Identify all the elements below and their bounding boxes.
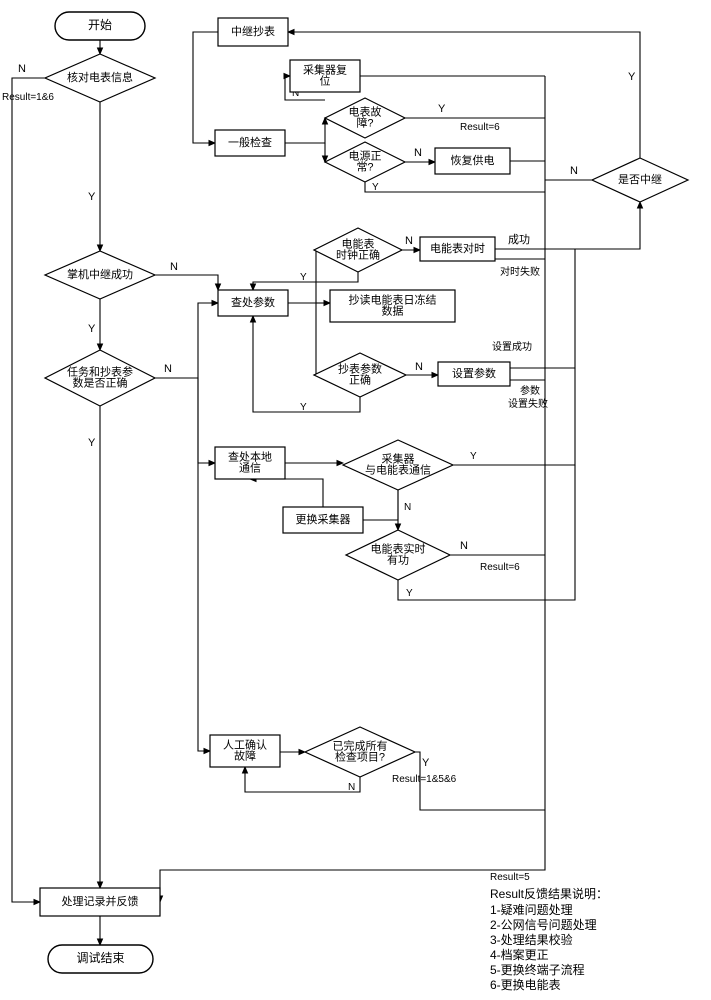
svg-text:设置参数: 设置参数 xyxy=(452,366,496,380)
edge-53 xyxy=(545,202,640,249)
edge-label-50: Y xyxy=(628,71,636,83)
edge-label-45: N xyxy=(348,782,355,793)
svg-text:一般检查: 一般检查 xyxy=(228,135,272,149)
edge-label-20: Y xyxy=(300,402,307,413)
edge-label-15: N xyxy=(405,235,413,247)
svg-text:是否中继: 是否中继 xyxy=(618,173,662,186)
svg-text:电能表实时: 电能表实时 xyxy=(371,541,426,555)
edge-label-36: Y xyxy=(470,451,477,462)
svg-text:电能表: 电能表 xyxy=(342,236,375,250)
svg-text:常?: 常? xyxy=(356,160,373,173)
svg-text:开始: 开始 xyxy=(88,18,112,32)
edge-label-47: Result=1&5&6 xyxy=(392,774,457,785)
edge-label-28: N xyxy=(414,147,422,159)
svg-text:电源正: 电源正 xyxy=(349,148,382,162)
edge-label-52: N xyxy=(570,165,578,177)
legend-item-2: 3-处理结果校验 xyxy=(490,932,573,947)
edge-label-37: N xyxy=(404,502,411,513)
svg-text:掌机中继成功: 掌机中继成功 xyxy=(67,267,133,281)
edge-10 xyxy=(198,725,210,751)
svg-text:检查项目?: 检查项目? xyxy=(335,749,385,763)
edge-label-17: 对时失败 xyxy=(500,265,540,278)
edge-label-2: N xyxy=(18,63,26,75)
edge-9 xyxy=(198,303,218,440)
edge-label-39: N xyxy=(460,540,468,552)
svg-text:时钟正确: 时钟正确 xyxy=(336,247,380,261)
edge-26 xyxy=(285,118,325,143)
svg-text:数据: 数据 xyxy=(382,303,404,317)
svg-text:抄读电能表日冻结: 抄读电能表日冻结 xyxy=(349,292,437,306)
edge-55 xyxy=(545,368,575,465)
edge-label-29: Y xyxy=(438,103,446,115)
edge-56 xyxy=(545,465,575,600)
edge-label-19: N xyxy=(415,361,423,373)
svg-text:查处参数: 查处参数 xyxy=(231,295,275,309)
svg-text:电能表对时: 电能表对时 xyxy=(430,241,485,255)
edge-54 xyxy=(545,249,575,368)
edge-51 xyxy=(193,32,218,143)
legend-item-1: 2-公网信号问题处理 xyxy=(490,918,597,932)
edge-label-30: Result=6 xyxy=(460,122,500,133)
svg-text:通信: 通信 xyxy=(239,461,261,474)
edge-label-3: Result=1&6 xyxy=(2,92,54,103)
edge-8 xyxy=(155,378,215,463)
edge-label-49: Result=5 xyxy=(490,872,530,883)
edge-43 xyxy=(250,479,323,507)
svg-text:中继抄表: 中继抄表 xyxy=(231,24,275,38)
edge-label-6: Y xyxy=(88,437,96,449)
svg-text:处理记录并反馈: 处理记录并反馈 xyxy=(62,894,139,908)
svg-text:障?: 障? xyxy=(356,115,373,129)
edge-label-5: Y xyxy=(88,323,96,335)
edge-50 xyxy=(288,32,640,158)
svg-text:与电能表通信: 与电能表通信 xyxy=(365,462,431,476)
legend-item-0: 1-疑难问题处理 xyxy=(490,902,573,917)
edge-label-18: Y xyxy=(300,272,307,283)
svg-text:恢复供电: 恢复供电 xyxy=(451,153,495,167)
svg-text:任务和抄表参: 任务和抄表参 xyxy=(67,364,133,378)
svg-text:采集器: 采集器 xyxy=(382,451,415,465)
edge-38 xyxy=(398,580,545,600)
svg-text:已完成所有: 已完成所有 xyxy=(333,738,388,752)
edge-45 xyxy=(245,767,360,792)
edge-label-1: Y xyxy=(88,191,96,203)
edge-label-38: Y xyxy=(406,588,413,599)
edge-label-16: 成功 xyxy=(508,233,530,246)
legend-item-5: 6-更换电能表 xyxy=(490,978,561,992)
edge-41 xyxy=(363,490,398,520)
svg-text:更换采集器: 更换采集器 xyxy=(296,512,351,526)
legend-title: Result反馈结果说明： xyxy=(490,886,608,901)
svg-text:位: 位 xyxy=(320,73,331,87)
edge-label-23: 设置成功 xyxy=(492,341,532,353)
svg-text:采集器复: 采集器复 xyxy=(303,62,347,76)
legend-item-4: 5-更换终端子流程 xyxy=(490,962,585,977)
svg-text:查处本地: 查处本地 xyxy=(228,449,272,463)
edge-48 xyxy=(160,76,545,902)
edge-4 xyxy=(155,275,218,290)
svg-text:故障: 故障 xyxy=(234,748,256,762)
edge-label-32: Y xyxy=(372,182,379,193)
edge-label-46: Y xyxy=(422,757,430,769)
edge-2 xyxy=(12,78,45,902)
edge-label-4: N xyxy=(170,261,178,273)
edge-label-8: N xyxy=(164,363,172,375)
svg-text:电表故: 电表故 xyxy=(349,104,382,118)
edge-14 xyxy=(314,303,316,375)
flowchart: Y N Result=1&6 N Y Y N N 成功对时失败 Y N Y 设置成功参数设置失败 N Y Re… xyxy=(0,0,711,1000)
legend-item-3: 4-档案更正 xyxy=(490,947,549,962)
svg-text:数是否正确: 数是否正确 xyxy=(73,376,128,389)
svg-text:调试结束: 调试结束 xyxy=(76,950,124,965)
svg-text:核对电表信息: 核对电表信息 xyxy=(67,70,133,84)
edge-label-40: Result=6 xyxy=(480,562,520,573)
edge-32 xyxy=(365,182,545,192)
svg-text:抄表参数: 抄表参数 xyxy=(338,361,382,375)
svg-text:有功: 有功 xyxy=(387,552,409,566)
svg-text:正确: 正确 xyxy=(349,373,371,386)
edge-label-24: 参数 xyxy=(520,384,540,397)
edge-label-25: 设置失败 xyxy=(508,397,548,410)
